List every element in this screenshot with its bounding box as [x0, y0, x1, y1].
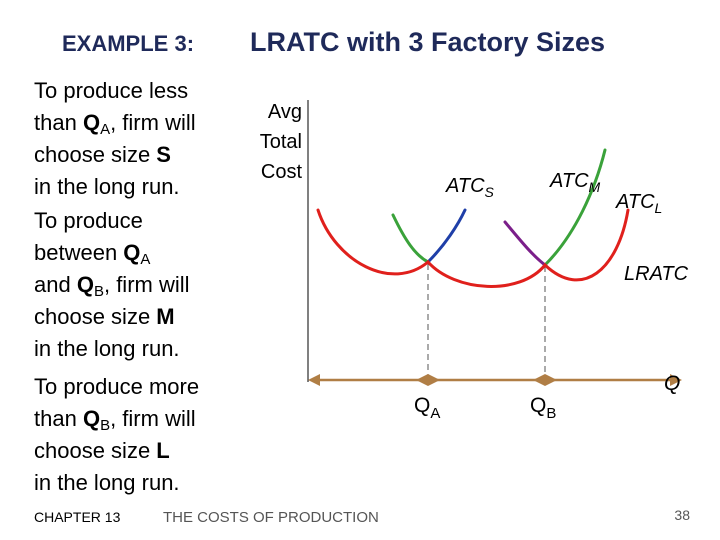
text: ATC	[549, 170, 589, 192]
text-line: in the long run.	[34, 336, 180, 362]
text: Avg	[268, 101, 302, 123]
text: than	[34, 110, 83, 135]
text: Cost	[261, 161, 303, 183]
text-line: in the long run.	[34, 470, 180, 496]
text: choose size	[34, 304, 157, 329]
text-line: choose size S	[34, 142, 171, 168]
text-line: To produce more	[34, 374, 199, 400]
text: , firm will	[110, 110, 196, 135]
text: Q	[82, 406, 101, 431]
text-line: and QB, firm will	[34, 272, 190, 300]
text: between	[34, 240, 124, 265]
y-axis-label: Avg Total Cost	[260, 101, 303, 183]
text-line: choose size M	[34, 304, 175, 330]
text: ATC	[615, 191, 655, 213]
text: Q	[530, 394, 546, 417]
x-mark-label: QB	[530, 394, 556, 422]
atc-m-curve	[391, 213, 430, 264]
x-axis-label: Q	[664, 372, 680, 395]
text: To produce less	[34, 78, 189, 103]
text: in the long run.	[34, 470, 180, 495]
text-line: To produce less	[34, 78, 188, 104]
text: choose size	[34, 142, 157, 167]
x-mark-label: QA	[414, 394, 440, 422]
text: M	[589, 179, 601, 195]
atc-m-curve	[543, 148, 607, 267]
text: L	[655, 200, 663, 216]
title: LRATC with 3 Factory Sizes	[250, 27, 606, 57]
text: M	[156, 304, 175, 329]
text: Q	[123, 240, 141, 265]
atc-s-curve	[426, 208, 467, 264]
text: S	[485, 184, 495, 200]
footer-chapter: CHAPTER 13	[34, 509, 121, 525]
text: B	[100, 417, 111, 434]
text: , firm will	[110, 406, 196, 431]
text: B	[93, 283, 104, 300]
footer-topic: THE COSTS OF PRODUCTION	[163, 509, 379, 526]
text: Q	[414, 394, 430, 417]
text-line: To produce	[34, 208, 143, 234]
text-line: between QA	[34, 240, 150, 268]
text: in the long run.	[34, 174, 180, 199]
text: choose size	[34, 438, 157, 463]
text: S	[156, 142, 171, 167]
page-number: 38	[674, 507, 690, 523]
text: Q	[76, 272, 94, 297]
title-label: EXAMPLE 3:	[62, 31, 195, 56]
text: A	[430, 405, 440, 422]
tick-marker	[416, 374, 440, 386]
text-line: choose size L	[34, 438, 170, 464]
text: and	[34, 272, 77, 297]
text-line: than QA, firm will	[34, 110, 196, 138]
curve-label: ATCM	[549, 170, 601, 195]
text: in the long run.	[34, 336, 180, 361]
lratc-label: LRATC	[624, 263, 689, 285]
curve-label: ATCS	[445, 175, 495, 200]
text: To produce more	[34, 374, 200, 399]
text-line: in the long run.	[34, 174, 180, 200]
text: L	[156, 438, 170, 463]
text: ATC	[445, 175, 485, 197]
arrowhead	[670, 374, 682, 386]
text: , firm will	[103, 272, 190, 297]
text: To produce	[34, 208, 143, 233]
text: A	[140, 251, 151, 268]
atc-l-curve	[503, 220, 547, 267]
lratc-curve	[316, 208, 630, 288]
text: Q	[82, 110, 101, 135]
tick-marker	[533, 374, 557, 386]
text: Total	[260, 131, 302, 153]
text: than	[34, 406, 83, 431]
text-line: than QB, firm will	[34, 406, 196, 434]
curve-label: ATCL	[615, 191, 662, 216]
arrowhead	[308, 374, 320, 386]
text: A	[100, 121, 111, 138]
text: B	[546, 405, 556, 422]
